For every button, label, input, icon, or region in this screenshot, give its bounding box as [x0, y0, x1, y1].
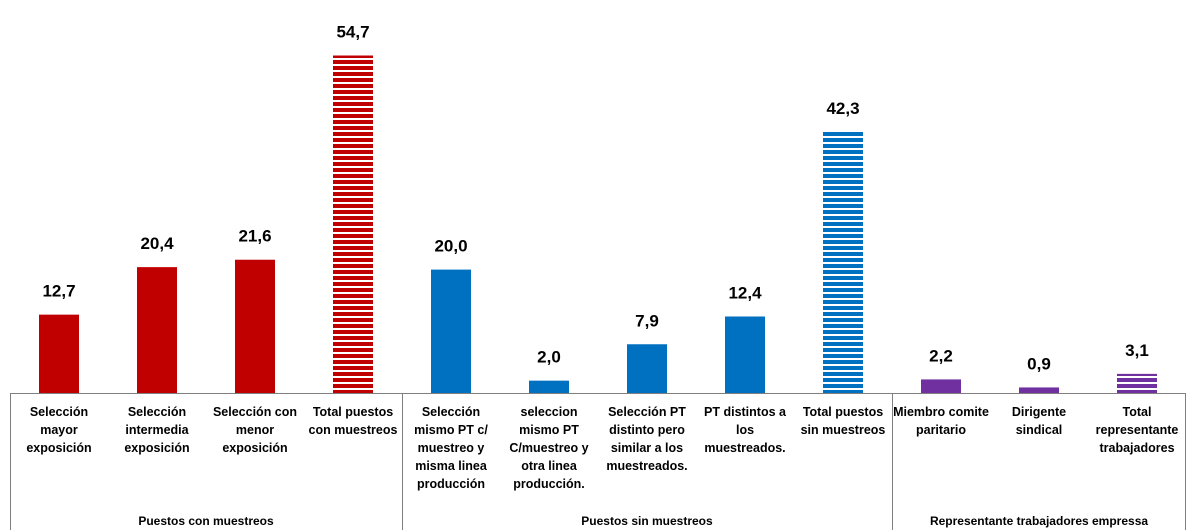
- category-label: Total representante trabajadores: [1095, 405, 1179, 455]
- value-labels-layer: 12,7 20,4 21,6 54,7 20,0 2,0 7,9 12,4 42,3 2,2 0,9…: [42, 23, 1148, 374]
- category-label: Total puestos sin muestreos: [800, 405, 886, 437]
- category-label: Selección mayor exposición: [26, 405, 92, 455]
- bar: [39, 314, 79, 393]
- data-label: 3,1: [1125, 341, 1149, 360]
- data-label: 20,4: [140, 234, 174, 253]
- bar: [1019, 387, 1059, 393]
- category-label: PT distintos a los muestreados.: [704, 405, 786, 455]
- data-label: 12,7: [42, 282, 75, 301]
- data-label: 54,7: [336, 23, 369, 42]
- category-label: seleccion mismo PT C/muestreo y otra lin…: [509, 405, 589, 491]
- category-label: Selección con menor exposición: [212, 405, 298, 455]
- group-label: Puestos sin muestreos: [581, 514, 713, 528]
- category-label: Total puestos con muestreos: [308, 405, 398, 437]
- category-label: Dirigente sindical: [1011, 405, 1067, 437]
- category-label: Selección intermedia exposición: [124, 405, 190, 455]
- data-label: 21,6: [238, 227, 271, 246]
- group-label: Representante trabajadores empressa: [929, 514, 1149, 528]
- category-label: Selección PT distinto pero similar a los…: [606, 405, 688, 473]
- data-label: 2,2: [929, 346, 953, 365]
- data-label: 20,0: [434, 237, 467, 256]
- data-label: 12,4: [728, 283, 762, 302]
- bar: [137, 267, 177, 393]
- category-label: Miembro comite paritario: [893, 405, 989, 437]
- bar: [333, 55, 373, 393]
- data-label: 0,9: [1027, 354, 1051, 373]
- bar: [823, 132, 863, 393]
- bar: [1117, 373, 1157, 393]
- bar: [431, 269, 471, 393]
- group-label: Puestos con muestreos: [138, 514, 274, 528]
- bar: [627, 344, 667, 393]
- bar: [235, 259, 275, 393]
- category-label: Selección mismo PT c/ muestreo y misma l…: [414, 405, 488, 491]
- bar: [725, 316, 765, 393]
- data-label: 7,9: [635, 311, 659, 330]
- bar: [529, 380, 569, 393]
- data-label: 2,0: [537, 348, 561, 367]
- bar: [921, 379, 961, 393]
- axis-frame: [10, 393, 1186, 530]
- data-label: 42,3: [826, 99, 859, 118]
- bars-layer: [39, 55, 1157, 393]
